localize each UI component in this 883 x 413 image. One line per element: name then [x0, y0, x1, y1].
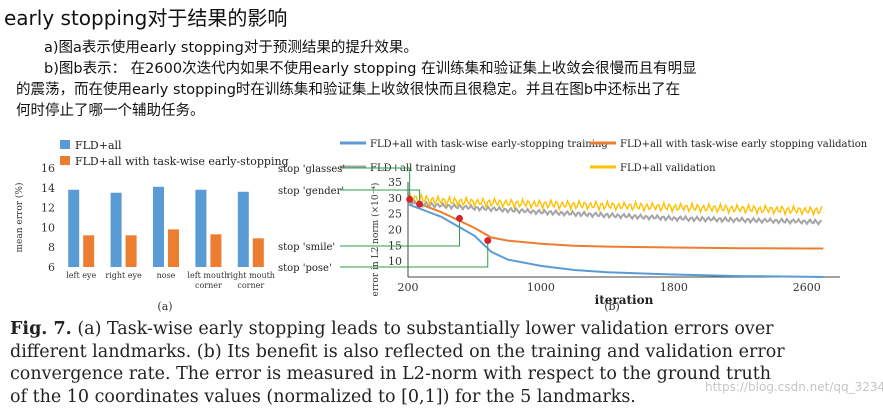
stop-label: stop 'glasses'	[278, 164, 345, 175]
y-tick-label-b: 10	[388, 255, 402, 268]
x-tick-label-b: 2600	[793, 281, 821, 294]
bar	[210, 234, 222, 267]
x-tick-label-a: nose	[157, 271, 176, 280]
series-line	[407, 200, 824, 250]
stop-connector	[340, 167, 411, 200]
stop-label: stop 'pose'	[278, 263, 332, 274]
legend-label-a: FLD+all	[75, 139, 122, 152]
slide-title: early stopping对于结果的影响	[4, 6, 288, 30]
bar	[237, 191, 249, 267]
caption-line-4: of the 10 coordinates values (normalized…	[10, 386, 636, 407]
y-tick-label-a: 10	[41, 221, 55, 234]
caption-line-3: convergence rate. The error is measured …	[10, 364, 772, 384]
y-tick-label-b: 30	[388, 192, 402, 205]
y-tick-label-a: 6	[48, 261, 55, 274]
paragraph-a: a)图a表示使用early stopping对于预测结果的提升效果。	[44, 40, 418, 56]
y-tick-label-b: 20	[388, 224, 402, 237]
bar-chart-a: 6 8 10 12 14 16 mean error (%) left eye right ey…	[14, 139, 289, 313]
y-tick-label-a: 16	[41, 162, 55, 175]
legend-swatch-a	[60, 140, 70, 149]
y-axis-label-a: mean error (%)	[14, 183, 25, 253]
x-tick-label-a: right mouth	[227, 271, 275, 280]
x-tick-label-a: corner	[195, 281, 222, 290]
y-axis-label-b: error in L2 norm (×10⁻⁴)	[370, 183, 381, 297]
series-line	[407, 191, 823, 218]
legend-label-b: FLD+all training	[370, 163, 457, 174]
legend-swatch-a	[60, 156, 70, 165]
caption-line-1: (a) Task-wise early stopping leads to su…	[71, 319, 774, 339]
y-tick-label-a: 12	[41, 202, 55, 215]
stop-marker	[484, 237, 492, 245]
legend-label-b: FLD+all validation	[620, 163, 716, 174]
bar	[83, 235, 95, 267]
stop-connector	[340, 240, 489, 268]
x-tick-label-a: left mouth	[187, 271, 229, 280]
bar	[195, 189, 207, 267]
stop-marker	[416, 200, 424, 208]
bar	[68, 189, 80, 267]
series-line	[407, 199, 823, 226]
x-axis-label-b: iteration	[595, 293, 654, 307]
x-tick-label-a: corner	[237, 281, 264, 290]
y-tick-label-b: 35	[388, 176, 402, 189]
y-tick-label-b: 25	[388, 208, 402, 221]
panel-label-a: (a)	[157, 300, 172, 313]
caption-figure-label: Fig. 7.	[10, 319, 72, 339]
legend-label-a: FLD+all with task-wise early-stopping	[75, 155, 289, 168]
paragraph-b-line3: 何时停止了哪一个辅助任务。	[16, 103, 205, 119]
bar	[110, 192, 122, 267]
legend-label-b: FLD+all with task-wise early stopping va…	[620, 139, 868, 150]
y-tick-label-a: 14	[41, 182, 55, 195]
bar	[168, 229, 179, 267]
x-tick-label-b: 1800	[660, 281, 688, 294]
panel-label-b: (b)	[604, 300, 620, 313]
stop-marker	[406, 195, 414, 203]
paragraph-b-line2: 的震荡，而在使用early stopping时在训练集和验证集上收敛很快而且很稳…	[16, 82, 681, 98]
watermark: https://blog.csdn.net/qq_32342205	[705, 380, 883, 394]
figure-caption: Fig. 7. (a) Task-wise early stopping lea…	[10, 318, 880, 408]
series-line	[407, 203, 824, 278]
bar	[153, 186, 164, 267]
stop-label: stop 'smile'	[278, 242, 335, 253]
paragraph-b-line1: b)图b表示： 在2600次迭代内如果不使用early stopping 在训练…	[44, 61, 697, 77]
bar	[125, 235, 137, 267]
x-tick-label-b: 200	[398, 281, 419, 294]
stop-label: stop 'gender'	[278, 186, 344, 197]
figure-7: 6 8 10 12 14 16 mean error (%) left eye right ey…	[0, 130, 883, 315]
legend-label-b: FLD+all with task-wise early-stopping tr…	[370, 139, 608, 150]
stop-connector	[340, 218, 461, 247]
bar	[252, 238, 264, 267]
stop-marker	[456, 214, 464, 222]
x-tick-label-b: 1000	[527, 281, 555, 294]
stop-connector	[340, 189, 421, 205]
x-tick-label-a: left eye	[66, 271, 96, 280]
figure-svg: 6 8 10 12 14 16 mean error (%) left eye right ey…	[14, 139, 868, 313]
x-tick-label-a: right eye	[105, 271, 142, 280]
y-tick-label-a: 8	[48, 241, 55, 254]
caption-line-2: different landmarks. (b) Its benefit is …	[10, 341, 785, 362]
